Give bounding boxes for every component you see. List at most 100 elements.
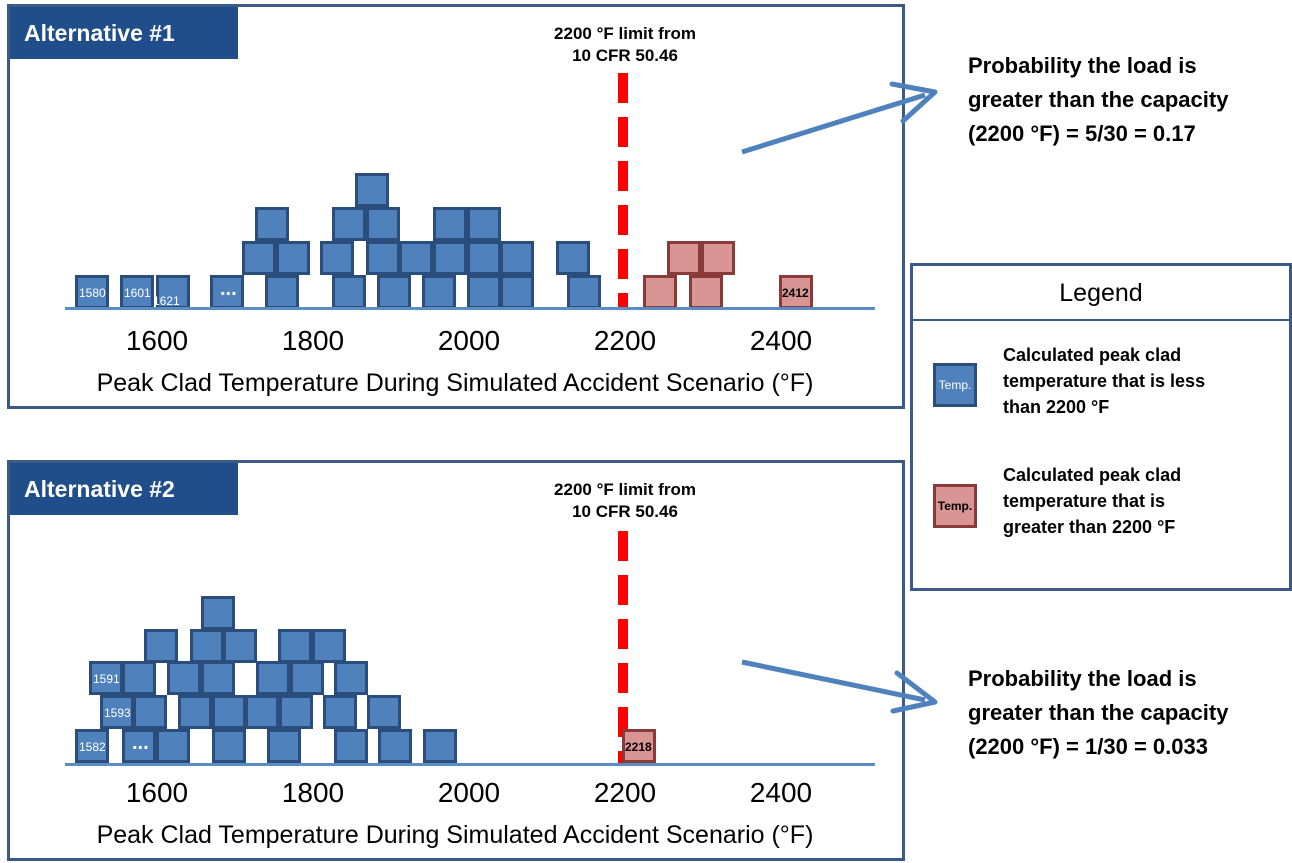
probability-line: Probability the load is [968, 53, 1197, 78]
temperature-box: ... [210, 275, 244, 309]
x-tick-label: 2200 [593, 325, 657, 356]
alternative-2-panel: Alternative #2 2200 °F limit from 10 CFR… [7, 460, 905, 861]
x-tick-label: 2400 [749, 325, 813, 356]
temperature-box: 1582 [75, 729, 109, 763]
x-axis-label: Peak Clad Temperature During Simulated A… [96, 369, 814, 397]
x-tick-label: 1600 [125, 325, 189, 356]
temperature-box [223, 629, 257, 663]
x-tick-label: 1800 [281, 325, 345, 356]
temperature-box [433, 207, 467, 241]
box-label: 1621 [153, 294, 180, 308]
x-tick-label: 2400 [749, 777, 813, 808]
temperature-box [500, 241, 534, 275]
temperature-box: 1591 [89, 661, 123, 695]
legend-line: temperature that is less [1003, 371, 1206, 391]
temperature-box [323, 695, 357, 729]
temperature-box: 1580 [75, 275, 109, 309]
temperature-box [433, 241, 467, 275]
legend-line: temperature that is [1003, 491, 1166, 511]
exceedance-box [701, 241, 735, 275]
legend-swatch-blue: Temp. [933, 363, 977, 407]
exceedance-box [667, 241, 701, 275]
x-axis-label: Peak Clad Temperature During Simulated A… [96, 821, 814, 849]
temperature-box [355, 173, 389, 207]
x-tick-label: 2200 [593, 777, 657, 808]
temperature-box [399, 241, 433, 275]
temperature-box [212, 729, 246, 763]
temperature-box [377, 275, 411, 309]
temperature-box [201, 596, 235, 630]
temperature-box [144, 629, 178, 663]
box-label: 1601 [124, 286, 151, 300]
temperature-box [190, 629, 224, 663]
temperature-box [332, 275, 366, 309]
exceedance-box: 2218 [622, 729, 656, 763]
temperature-box [467, 241, 501, 275]
legend-swatch-red: Temp. [933, 484, 977, 528]
limit-label-line: 10 CFR 50.46 [572, 46, 678, 65]
temperature-box [422, 275, 456, 309]
ellipsis-label: ... [132, 732, 149, 754]
temperature-box [334, 661, 368, 695]
box-label: 2412 [782, 286, 809, 300]
temperature-box [500, 275, 534, 309]
limit-label: 2200 °F limit from 10 CFR 50.46 [525, 479, 725, 523]
temperature-box [290, 661, 324, 695]
temperature-box [255, 207, 289, 241]
box-label: 1593 [104, 706, 131, 720]
exceedance-box [643, 275, 677, 309]
probability-line: (2200 °F) = 5/30 = 0.17 [968, 121, 1196, 146]
limit-label: 2200 °F limit from 10 CFR 50.46 [525, 23, 725, 67]
temperature-box [276, 241, 310, 275]
x-axis-line [65, 307, 875, 310]
temperature-box [423, 729, 457, 763]
temperature-box [133, 695, 167, 729]
box-label: 2218 [625, 740, 652, 754]
temperature-box: 1593 [100, 695, 134, 729]
legend-box: Legend Temp. Calculated peak clad temper… [910, 263, 1292, 591]
temperature-box [467, 275, 501, 309]
temperature-box [267, 729, 301, 763]
box-label: 1582 [79, 740, 106, 754]
legend-line: Calculated peak clad [1003, 345, 1182, 365]
temperature-box [556, 241, 590, 275]
temperature-box [366, 241, 400, 275]
alternative-1-panel: Alternative #1 2200 °F limit from 10 CFR… [7, 4, 905, 409]
x-tick-label: 1600 [125, 777, 189, 808]
temperature-box [567, 275, 601, 309]
panel-title: Alternative #2 [10, 463, 238, 515]
temperature-box [256, 661, 290, 695]
limit-label-line: 10 CFR 50.46 [572, 502, 678, 521]
probability-text-2: Probability the load is greater than the… [968, 662, 1288, 764]
legend-line: Calculated peak clad [1003, 465, 1182, 485]
legend-line: than 2200 °F [1003, 397, 1110, 417]
ellipsis-label: ... [220, 278, 237, 300]
temperature-box [167, 661, 201, 695]
temperature-box [279, 695, 313, 729]
exceedance-box [689, 275, 723, 309]
temperature-box [122, 661, 156, 695]
temperature-box [242, 241, 276, 275]
temperature-box [278, 629, 312, 663]
temperature-box [378, 729, 412, 763]
temperature-box [334, 729, 368, 763]
temperature-box: 1621 [153, 275, 190, 309]
temperature-box [312, 629, 346, 663]
limit-label-line: 2200 °F limit from [554, 24, 696, 43]
legend-title: Legend [913, 266, 1289, 321]
probability-line: (2200 °F) = 1/30 = 0.033 [968, 734, 1208, 759]
probability-line: greater than the capacity [968, 87, 1229, 112]
limit-line [618, 531, 628, 763]
x-tick-label: 1800 [281, 777, 345, 808]
temperature-box [367, 695, 401, 729]
probability-text-1: Probability the load is greater than the… [968, 49, 1288, 151]
legend-text-blue: Calculated peak clad temperature that is… [1003, 342, 1263, 420]
limit-line [618, 73, 628, 309]
temperature-box [320, 241, 354, 275]
temperature-box: ... [122, 729, 156, 763]
temperature-box [212, 695, 246, 729]
limit-label-line: 2200 °F limit from [554, 480, 696, 499]
temperature-box [201, 661, 235, 695]
temperature-box [245, 695, 279, 729]
temperature-box [156, 729, 190, 763]
